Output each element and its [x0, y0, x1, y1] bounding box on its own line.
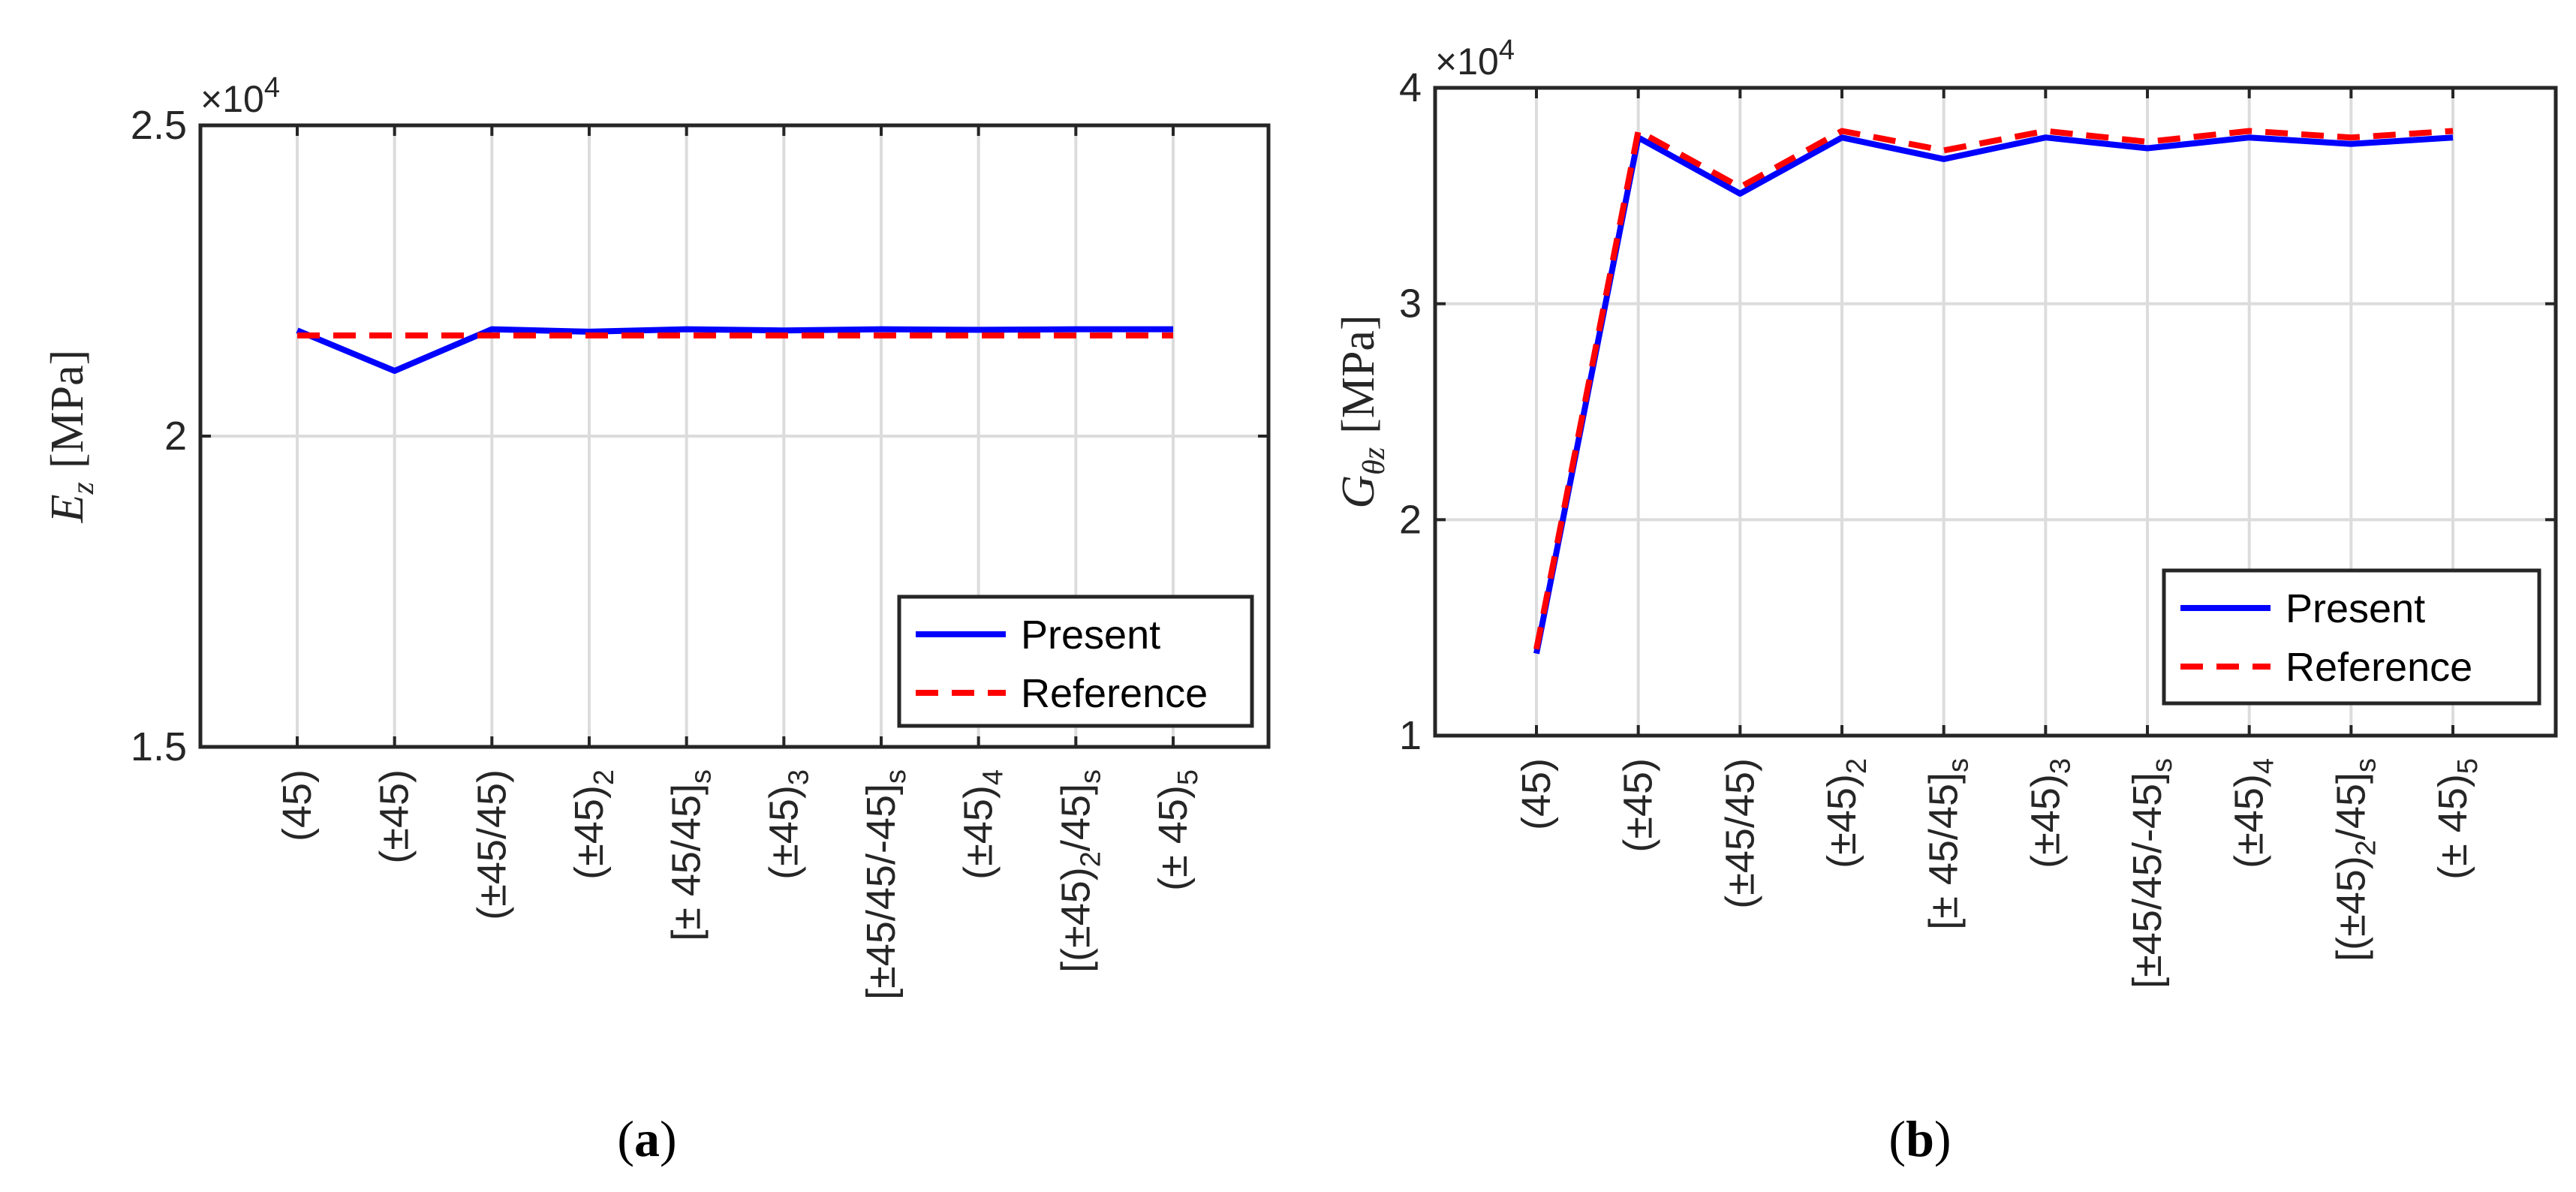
x-tick-label: [±45/45/-45]s: [2125, 758, 2178, 989]
x-tick-label: (±45)3: [2023, 758, 2076, 868]
y-tick-label: 1.5: [131, 724, 187, 769]
series-line-present: [1533, 134, 2454, 655]
legend-box: [897, 594, 1254, 728]
x-tick-label: (±45)2: [567, 769, 620, 880]
x-tick-label: (±45/45): [1717, 758, 1762, 909]
x-tick-label: [± 45/45]s: [1921, 758, 1975, 930]
legend-label-present: Present: [1021, 613, 1160, 658]
y-axis-label: Gθz[MPa]: [1333, 315, 1392, 508]
x-tick-label: [(±45)2/45]s: [2328, 758, 2382, 962]
x-tick-label: [±45/45/-45]s: [859, 769, 912, 1000]
y-tick-label: 2.5: [131, 103, 187, 148]
y-tick-label: 1: [1399, 713, 1422, 758]
legend-box: [2162, 568, 2541, 706]
legend-label-present: Present: [2286, 586, 2425, 631]
x-tick-label: (±45)2: [1819, 758, 1873, 868]
x-tick-label: [(±45)2/45]s: [1053, 769, 1106, 973]
legend-label-reference: Reference: [2286, 645, 2472, 690]
caption-b: (b): [1888, 1110, 1951, 1167]
x-tick-label: (±45): [372, 769, 417, 864]
legend-label-reference: Reference: [1021, 671, 1208, 716]
series-line-present: [296, 326, 1173, 375]
series-line-reference: [1533, 128, 2454, 650]
chart-panel-b: 1 2 3 4 (45) (±45) (±45/45) (±45)2 [± 45/45]s (±4…: [1333, 35, 2558, 989]
chart-panel-a: 1.5 2 2.5 (45) (±45) (±45/45) (±45)2 [± 45/45]s…: [42, 72, 1271, 1000]
y-exponent-label: ×104: [1435, 35, 1515, 83]
y-axis-label: Ez[MPa]: [42, 350, 101, 524]
caption-a: (a): [617, 1110, 676, 1167]
x-tick-label: (±45/45): [469, 769, 514, 920]
x-tick-label: [± 45/45]s: [664, 769, 718, 941]
y-tick-label: 3: [1399, 281, 1422, 327]
y-tick-label: 2: [164, 414, 187, 459]
x-tick-label: (±45)4: [956, 769, 1010, 880]
x-tick-label: (45): [275, 769, 320, 841]
x-tick-label: (±45): [1616, 758, 1661, 853]
y-tick-label: 4: [1399, 65, 1422, 110]
x-tick-label: (±45)4: [2227, 758, 2280, 868]
x-tick-label: (±45)3: [761, 769, 814, 880]
y-exponent-label: ×104: [200, 72, 280, 120]
y-tick-label: 2: [1399, 497, 1422, 542]
x-tick-label: (± 45)5: [1151, 769, 1204, 891]
axes-frame: [1433, 86, 2558, 738]
x-tick-label: (± 45)5: [2430, 758, 2484, 880]
x-tick-label: (45): [1514, 758, 1559, 830]
